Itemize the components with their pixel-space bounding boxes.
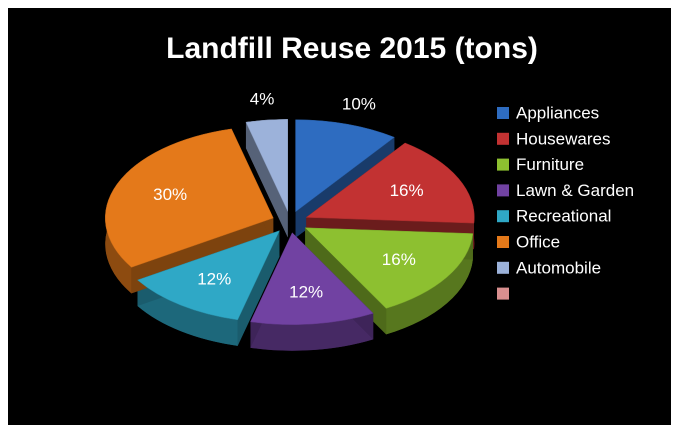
slice [295, 119, 395, 213]
legend-label: Housewares [516, 129, 611, 148]
data-label: 12% [197, 269, 231, 288]
legend-swatch [497, 261, 509, 274]
slice [245, 119, 288, 212]
slice [304, 227, 474, 309]
slice [105, 128, 274, 268]
slice [137, 230, 280, 321]
legend-swatch [497, 132, 509, 145]
slice-side [137, 280, 238, 346]
data-label: 4% [250, 89, 275, 108]
legend-swatch [497, 236, 509, 248]
slice-side [250, 313, 374, 351]
legend-swatch [497, 107, 509, 119]
data-label: 30% [153, 185, 187, 204]
slice-wall [245, 122, 288, 238]
data-label: 16% [390, 181, 424, 200]
legend-swatch [497, 158, 509, 171]
legend-swatch [497, 184, 509, 197]
data-label: 10% [342, 94, 376, 113]
legend-swatch [497, 210, 509, 223]
legend-swatch [497, 287, 509, 300]
legend-label: Lawn & Garden [516, 181, 634, 200]
legend-label: Furniture [516, 155, 584, 174]
legend-label: Recreational [516, 207, 611, 226]
data-label: 16% [382, 250, 416, 269]
legend-label: Office [516, 232, 560, 251]
data-label: 12% [289, 282, 323, 301]
slice [305, 142, 475, 224]
slice-side [386, 233, 473, 335]
legend-label: Appliances [516, 103, 599, 122]
slice [250, 232, 374, 325]
chart-title: Landfill Reuse 2015 (tons) [166, 32, 538, 65]
legend-label: Automobile [516, 258, 601, 277]
